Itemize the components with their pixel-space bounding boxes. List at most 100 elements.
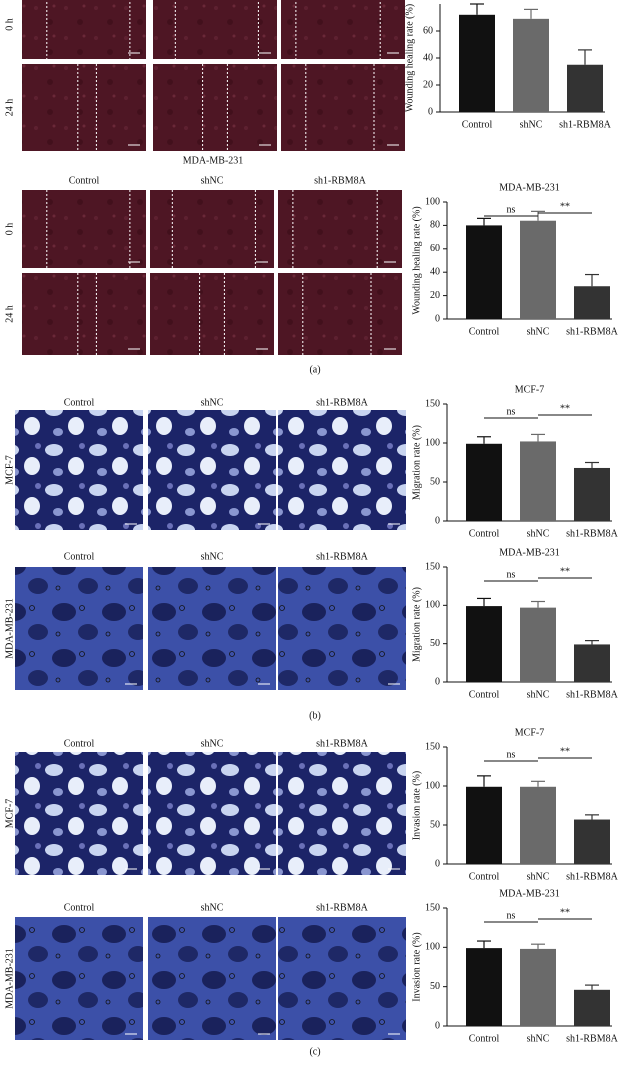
x-tick-label: Control <box>469 1033 500 1044</box>
micrograph <box>278 917 406 1040</box>
micrograph <box>22 0 146 59</box>
column-label: Control <box>64 738 95 749</box>
bar <box>574 644 610 682</box>
row-label: MCF-7 <box>4 455 15 484</box>
column-label: sh1-RBM8A <box>316 902 368 913</box>
x-tick-label: shNC <box>520 119 543 130</box>
chart-title: MCF-7 <box>515 384 544 395</box>
y-tick-label: 50 <box>430 476 440 487</box>
micrograph <box>148 917 276 1040</box>
micrograph <box>15 567 143 690</box>
y-tick-label: 100 <box>425 437 440 448</box>
y-tick-label: 150 <box>425 561 440 572</box>
y-tick-label: 40 <box>430 266 440 277</box>
row-label: 24 h <box>4 305 15 323</box>
y-tick-label: 0 <box>435 1020 440 1031</box>
x-tick-label: sh1-RBM8A <box>566 871 618 882</box>
x-tick-label: sh1-RBM8A <box>559 119 611 130</box>
column-label: sh1-RBM8A <box>316 551 368 562</box>
bar <box>466 786 502 864</box>
y-axis-label: Invasion rate (%) <box>411 932 422 1001</box>
panel-label: (b) <box>309 710 321 721</box>
y-tick-label: 40 <box>423 52 433 63</box>
row-label: 0 h <box>4 18 15 31</box>
y-axis-label: Wounding healing rate (%) <box>404 4 415 112</box>
column-label: shNC <box>201 175 224 186</box>
y-tick-label: 20 <box>430 290 440 301</box>
micrograph <box>278 410 406 530</box>
significance-label: ns <box>507 406 516 417</box>
micrograph <box>148 567 276 690</box>
micrograph <box>15 410 143 530</box>
x-tick-label: Control <box>469 528 500 539</box>
micrograph <box>22 273 146 355</box>
micrograph <box>278 190 402 268</box>
bar <box>567 64 603 112</box>
significance-label: ** <box>560 403 570 414</box>
micrograph <box>150 190 274 268</box>
bar <box>520 948 556 1026</box>
significance-label: ** <box>560 201 570 212</box>
y-tick-label: 150 <box>425 902 440 913</box>
bar <box>574 286 610 319</box>
significance-label: ** <box>560 566 570 577</box>
y-tick-label: 20 <box>423 79 433 90</box>
micrograph <box>22 190 146 268</box>
y-tick-label: 100 <box>425 942 440 953</box>
micrograph <box>278 567 406 690</box>
row-label: MDA-MB-231 <box>4 948 15 1009</box>
y-tick-label: 60 <box>430 243 440 254</box>
y-axis-label: Invasion rate (%) <box>411 771 422 840</box>
y-axis-label: Wounding healing rate (%) <box>411 206 422 314</box>
column-label: sh1-RBM8A <box>316 738 368 749</box>
column-label: Control <box>64 397 95 408</box>
column-label: Control <box>64 551 95 562</box>
y-axis-label: Migration rate (%) <box>411 425 422 500</box>
significance-label: ns <box>507 569 516 580</box>
x-tick-label: shNC <box>527 326 550 337</box>
column-label: Control <box>64 902 95 913</box>
y-tick-label: 100 <box>425 780 440 791</box>
x-tick-label: sh1-RBM8A <box>566 326 618 337</box>
x-tick-label: sh1-RBM8A <box>566 528 618 539</box>
x-tick-label: Control <box>469 871 500 882</box>
bar <box>520 220 556 319</box>
bar <box>520 607 556 682</box>
bar <box>520 786 556 864</box>
group-title: MDA-MB-231 <box>183 155 244 166</box>
panel-label: (a) <box>309 364 320 375</box>
micrograph <box>278 752 406 875</box>
y-tick-label: 150 <box>425 741 440 752</box>
significance-label: ns <box>507 910 516 921</box>
bar <box>513 18 549 113</box>
column-label: shNC <box>201 551 224 562</box>
micrograph <box>15 752 143 875</box>
bar <box>574 989 610 1026</box>
panel-label: (c) <box>309 1046 320 1057</box>
micrograph <box>15 917 143 1040</box>
chart-title: MDA-MB-231 <box>499 888 560 899</box>
y-tick-label: 60 <box>423 25 433 36</box>
micrograph <box>148 410 276 530</box>
bar <box>574 819 610 864</box>
y-tick-label: 50 <box>430 981 440 992</box>
x-tick-label: Control <box>469 326 500 337</box>
micrograph <box>153 0 277 59</box>
significance-label: ** <box>560 907 570 918</box>
bar <box>466 443 502 521</box>
y-tick-label: 0 <box>435 515 440 526</box>
chart-title: MCF-7 <box>515 727 544 738</box>
bar <box>459 14 495 112</box>
y-tick-label: 80 <box>430 220 440 231</box>
micrograph <box>150 273 274 355</box>
micrograph <box>153 64 277 151</box>
y-axis-label: Migration rate (%) <box>411 587 422 662</box>
x-tick-label: sh1-RBM8A <box>566 1033 618 1044</box>
x-tick-label: Control <box>469 689 500 700</box>
y-tick-label: 0 <box>435 313 440 324</box>
bar <box>466 948 502 1026</box>
y-tick-label: 100 <box>425 196 440 207</box>
column-label: Control <box>69 175 100 186</box>
x-tick-label: shNC <box>527 871 550 882</box>
